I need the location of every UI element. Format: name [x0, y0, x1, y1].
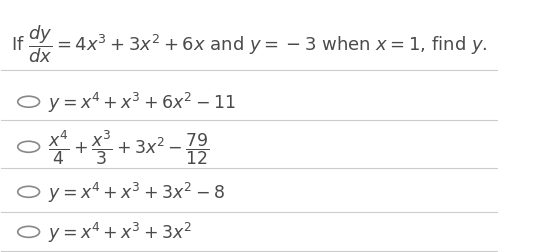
- Circle shape: [18, 142, 39, 153]
- Text: If $\dfrac{dy}{dx} = 4x^3 + 3x^2 + 6x$ and $y = -3$ when $x = 1$, find $y$.: If $\dfrac{dy}{dx} = 4x^3 + 3x^2 + 6x$ a…: [11, 23, 488, 65]
- Text: $y = x^4 + x^3 + 3x^2$: $y = x^4 + x^3 + 3x^2$: [48, 220, 192, 244]
- Text: $y = x^4 + x^3 + 3x^2 - 8$: $y = x^4 + x^3 + 3x^2 - 8$: [48, 180, 225, 204]
- Circle shape: [18, 186, 39, 198]
- Circle shape: [18, 97, 39, 108]
- Text: $y = x^4 + x^3 + 6x^2 - 11$: $y = x^4 + x^3 + 6x^2 - 11$: [48, 90, 236, 114]
- Circle shape: [18, 227, 39, 237]
- Text: $\dfrac{x^4}{4} + \dfrac{x^3}{3} + 3x^2 - \dfrac{79}{12}$: $\dfrac{x^4}{4} + \dfrac{x^3}{3} + 3x^2 …: [48, 128, 211, 166]
